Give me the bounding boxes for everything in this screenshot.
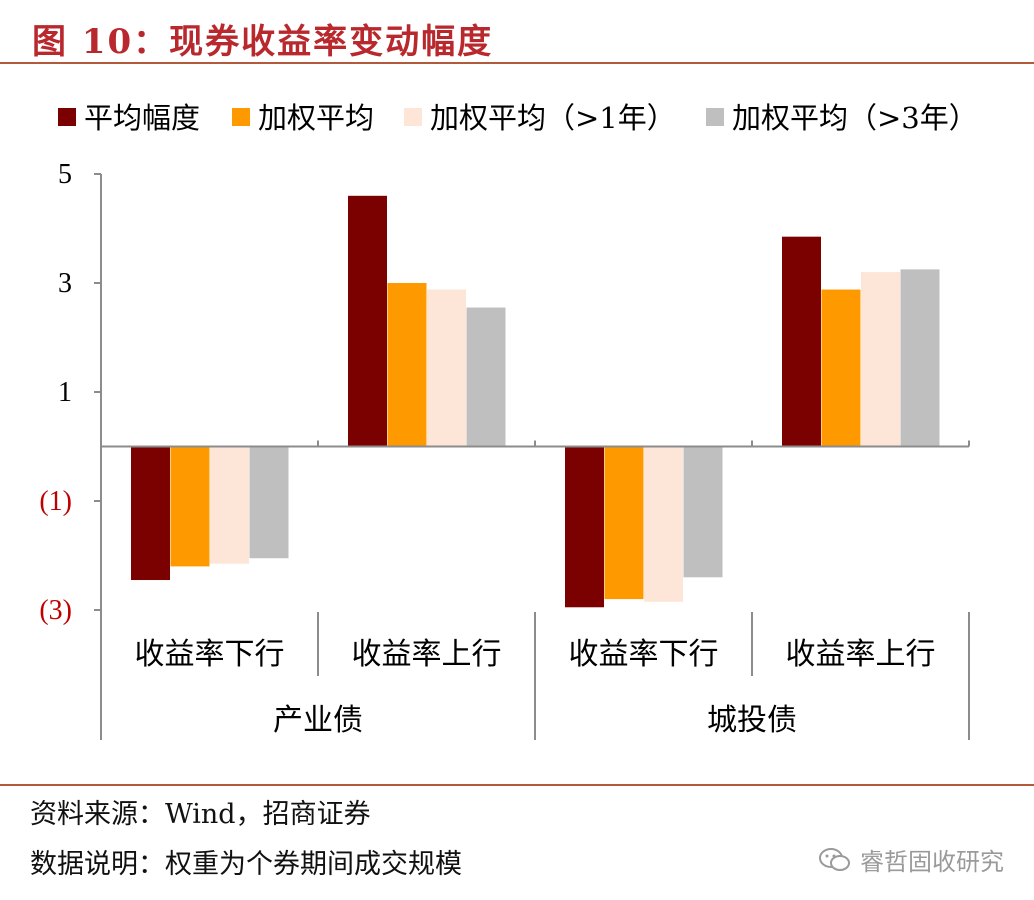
- y-tick-label: (3): [39, 595, 72, 626]
- bar: [466, 307, 506, 447]
- legend-swatch: [58, 108, 76, 126]
- bar: [170, 446, 210, 567]
- bar: [644, 446, 683, 602]
- bar: [782, 236, 821, 447]
- watermark: 睿哲固收研究: [818, 842, 1004, 877]
- group-label: 城投债: [707, 703, 797, 738]
- footer-divider: [0, 784, 1034, 786]
- legend-swatch: [706, 108, 724, 126]
- legend-swatch: [404, 108, 422, 126]
- bar-chart: 平均幅度 加权平均 加权平均（>1年） 加权平均（>3年） 5 3 1 (1) (3) 收益率下行…: [39, 101, 978, 740]
- bar: [427, 289, 466, 447]
- bar: [861, 272, 900, 447]
- bar: [565, 446, 604, 608]
- bar: [387, 283, 427, 447]
- bar: [604, 446, 644, 600]
- category-label: 收益率上行: [352, 637, 502, 672]
- category-label: 收益率下行: [135, 637, 285, 672]
- bar: [900, 269, 940, 447]
- data-note: 数据说明：权重为个券期间成交规模: [30, 849, 462, 880]
- y-tick-label: 5: [58, 159, 72, 190]
- category-label: 收益率下行: [569, 637, 719, 672]
- legend-label: 加权平均（>1年）: [430, 101, 676, 135]
- watermark-text: 睿哲固收研究: [860, 848, 1004, 876]
- legend-label: 加权平均（>3年）: [732, 101, 978, 135]
- chart-title: 图 10：现券收益率变动幅度: [32, 22, 494, 62]
- bar: [821, 289, 861, 447]
- bar: [210, 446, 249, 564]
- y-tick-label: (1): [39, 486, 72, 517]
- source-note: 资料来源：Wind，招商证券: [30, 799, 371, 830]
- legend-label: 加权平均: [258, 101, 374, 135]
- category-label: 收益率上行: [786, 637, 936, 672]
- y-tick-label: 1: [58, 377, 72, 408]
- legend-label: 平均幅度: [84, 101, 200, 135]
- title-divider: [0, 62, 1034, 64]
- bar: [683, 446, 723, 578]
- bar: [249, 446, 289, 559]
- bar: [131, 446, 170, 581]
- group-label: 产业债: [273, 703, 363, 738]
- legend-swatch: [232, 108, 250, 126]
- bar: [348, 195, 387, 447]
- wechat-icon: [819, 847, 850, 871]
- y-tick-label: 3: [58, 268, 72, 299]
